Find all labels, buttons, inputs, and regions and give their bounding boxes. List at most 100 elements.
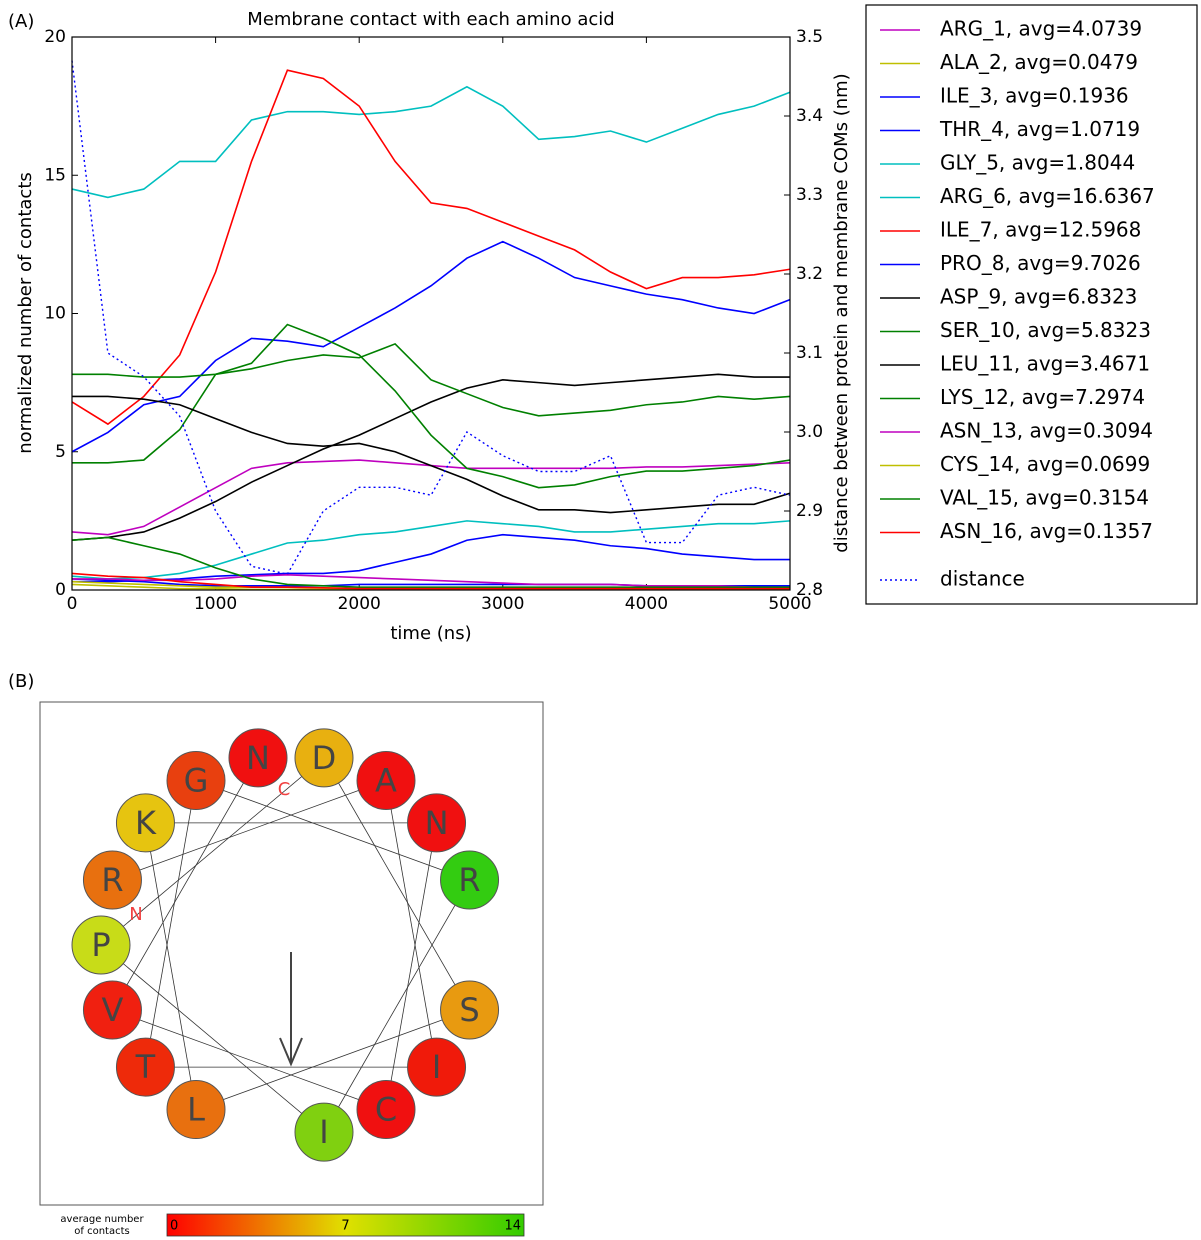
residue-circle [228,728,288,788]
residue-letter: C [375,1091,397,1129]
residue-circle [294,728,354,788]
residue-letter: L [187,1091,205,1129]
backbone-link [195,780,470,881]
chart-title: Membrane contact with each amino acid [247,9,614,30]
backbone-link [112,1009,387,1110]
c-terminus-label: C [278,779,291,800]
legend-label: VAL_15, avg=0.3154 [940,486,1149,510]
legend-label: ALA_2, avg=0.0479 [940,50,1138,74]
legend-label: ASN_13, avg=0.3094 [940,419,1153,443]
series-line [71,240,791,453]
residue-circle [440,980,500,1040]
residue-letter: R [458,861,480,899]
residue-circle [407,793,467,853]
legend-label: GLY_5, avg=1.8044 [940,151,1135,175]
y2-tick-label: 3.2 [796,264,823,284]
x-tick-label: 5000 [768,594,811,614]
legend-label: ASP_9, avg=6.8323 [940,285,1137,309]
residue-circle [356,750,416,810]
backbone-link [385,780,437,1068]
colorbar-tick-label: 0 [170,1219,178,1234]
legend: ARG_1, avg=4.0739 ALA_2, avg=0.0479 ILE_3,… [880,17,1155,591]
residue-circle [166,1080,226,1140]
backbone-link [145,822,197,1110]
backbone-link [145,780,197,1068]
y-tick-label: 0 [55,580,66,600]
residue-circle [440,850,500,910]
series-line [71,536,790,589]
colorbar-tick-label: 7 [341,1219,349,1234]
x-tick-label: 3000 [481,594,524,614]
panel-label: (B) [8,671,34,692]
legend-box [865,4,1198,605]
x-tick-label: 1000 [194,594,237,614]
series-line [72,342,791,417]
residue-letter: D [312,739,337,777]
backbone-link [385,822,437,1110]
legend-label: SER_10, avg=5.8323 [940,318,1151,342]
residue-letter: R [101,861,123,899]
n-terminus-label: N [129,904,142,925]
residue-letter: T [135,1048,156,1086]
backbone-link [195,1009,470,1110]
x-axis-label: time (ns) [390,623,471,644]
y-tick-label: 5 [55,442,66,462]
y2-tick-label: 3.0 [796,422,823,442]
arrow-head [279,1037,303,1067]
residue-circle [356,1080,416,1140]
legend-label: PRO_8, avg=9.7026 [940,251,1141,275]
residue-circle [71,915,131,975]
backbone-link [323,757,470,1011]
legend-label: THR_4, avg=1.0719 [939,117,1140,141]
residue-letter: P [91,926,110,964]
residue-letter: K [135,804,157,842]
residue-letter: V [102,991,124,1029]
legend-label: CYS_14, avg=0.0699 [940,452,1150,476]
residue-letter: N [425,804,449,842]
x-tick-label: 2000 [338,594,381,614]
series-line [71,373,790,542]
colorbar-tick-label: 14 [504,1219,521,1234]
backbone-link [112,757,259,1011]
legend-label: ARG_6, avg=16.6367 [940,184,1155,208]
legend-label: distance [940,567,1025,591]
residue-circle [115,793,175,853]
residue-letter: N [246,739,270,777]
axes-frame [71,36,791,591]
distance-line [71,60,791,575]
residue-letter: S [459,991,479,1029]
legend-label: ILE_7, avg=12.5968 [940,218,1141,242]
y2-tick-label: 3.3 [796,185,823,205]
series-line [72,395,791,514]
y2-tick-label: 3.1 [796,343,823,363]
residue-letter: I [432,1048,441,1086]
x-tick-label: 4000 [625,594,668,614]
residue-circle [82,850,142,910]
y-tick-label: 10 [44,304,66,324]
legend-label: LYS_12, avg=7.2974 [940,385,1145,409]
residue-letter: A [375,761,397,799]
series-line [72,573,790,589]
y-tick-label: 20 [44,27,66,47]
y-tick-label: 15 [44,165,66,185]
backbone-link [100,944,325,1133]
residue-circle [115,1037,175,1097]
legend-label: LEU_11, avg=3.4671 [940,352,1150,376]
series-line [71,69,791,426]
residue-letter: I [319,1113,328,1151]
backbone-link [323,879,470,1133]
colorbar-label: average number [60,1214,144,1225]
backbone-link [112,780,387,881]
series-line [71,520,791,580]
residue-circle [166,750,226,810]
x-tick-label: 0 [67,594,78,614]
colorbar-label: of contacts [74,1226,129,1237]
y-axis-label: normalized number of contacts [15,172,36,454]
residue-circle [294,1102,354,1162]
y2-axis-label: distance between protein and membrane CO… [831,73,852,552]
series-line [72,533,790,583]
series-line [71,572,790,590]
